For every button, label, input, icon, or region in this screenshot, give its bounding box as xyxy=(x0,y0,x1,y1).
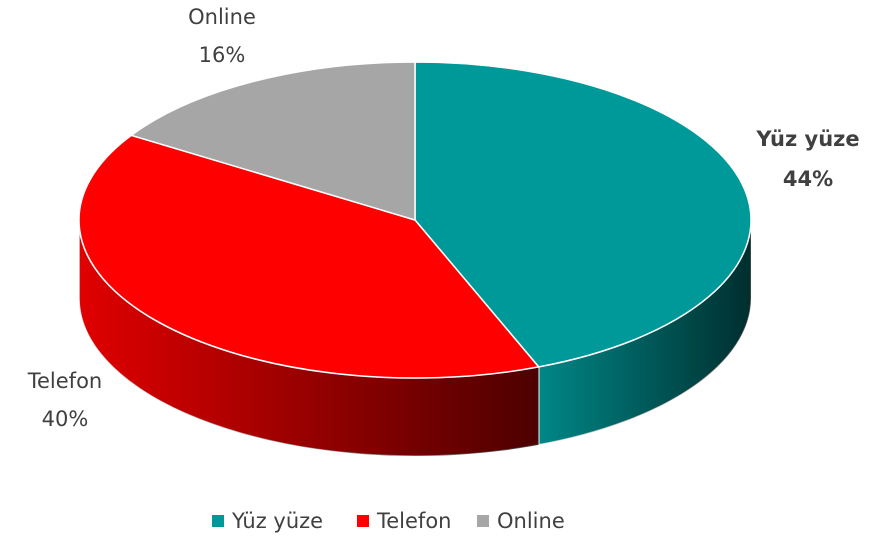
legend-label: Telefon xyxy=(376,509,451,533)
legend-label: Online xyxy=(497,509,565,533)
pie-slice xyxy=(78,134,541,379)
slice-category-label: Telefon xyxy=(27,369,102,393)
legend-swatch xyxy=(357,515,369,527)
pie-side-shade xyxy=(538,220,751,445)
slice-value-label: 40% xyxy=(42,407,89,431)
labels: Yüz yüze 44% Telefon 40% Online 16% xyxy=(27,5,860,431)
legend-label: Yüz yüze xyxy=(231,509,323,533)
slice-category-label: Yüz yüze xyxy=(755,127,859,151)
pie-slice xyxy=(129,61,416,222)
pie-tops xyxy=(78,61,752,379)
legend-swatch xyxy=(212,515,224,527)
legend-swatch xyxy=(477,515,489,527)
slice-category-label: Online xyxy=(188,5,256,29)
legend: Yüz yüze Telefon Online xyxy=(212,509,565,533)
pie-side-shade xyxy=(79,220,539,457)
pie-slice xyxy=(414,61,752,368)
slice-value-label: 44% xyxy=(783,167,833,191)
slice-value-label: 16% xyxy=(199,43,246,67)
